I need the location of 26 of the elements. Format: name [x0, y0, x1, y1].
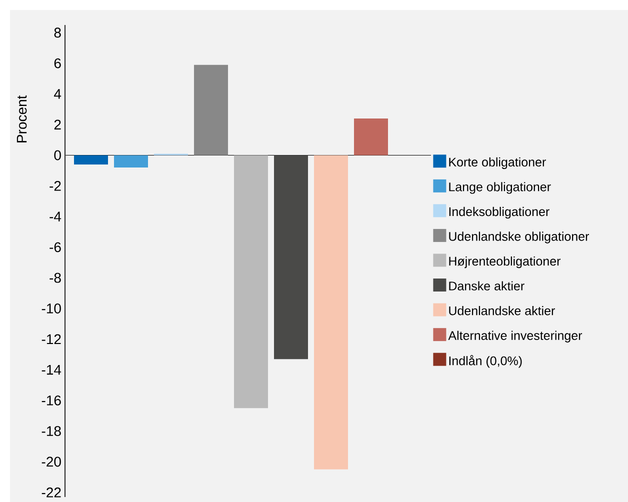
y-tick-label: -14 — [42, 364, 62, 375]
y-tick-label: 6 — [54, 58, 61, 68]
y-tick-label: -20 — [42, 456, 61, 467]
y-tick-label: -22 — [42, 487, 61, 498]
y-tick-label: -8 — [50, 272, 61, 283]
y-tick-label: -6 — [50, 242, 61, 252]
y-axis-title: Procent — [16, 95, 27, 142]
legend-label: Udenlandske obligationer — [449, 232, 590, 244]
y-tick-label: -2 — [50, 180, 61, 191]
legend-label: Alternative investeringer — [448, 330, 582, 342]
legend-label: Højrenteobligationer — [449, 256, 561, 268]
legend-label: Danske aktier — [449, 281, 524, 290]
y-tick-label: -16 — [42, 395, 61, 406]
legend-label: Lange obligationer — [449, 182, 551, 194]
y-tick-label: -18 — [42, 426, 61, 436]
legend-label: Udenlandske aktier — [449, 306, 555, 316]
legend-label: Indlån (0,0%) — [449, 355, 522, 368]
legend-label: Indeksobligationer — [449, 206, 550, 219]
y-tick-label: -12 — [42, 334, 61, 344]
y-tick-label: 8 — [54, 28, 61, 38]
y-tick-label: 4 — [54, 89, 62, 99]
legend-label: Korte obligationer — [449, 157, 546, 169]
y-tick-label: -4 — [50, 212, 62, 222]
y-tick-label: -10 — [42, 304, 61, 314]
y-tick-label: 0 — [54, 150, 61, 160]
y-tick-label: 2 — [54, 120, 61, 130]
